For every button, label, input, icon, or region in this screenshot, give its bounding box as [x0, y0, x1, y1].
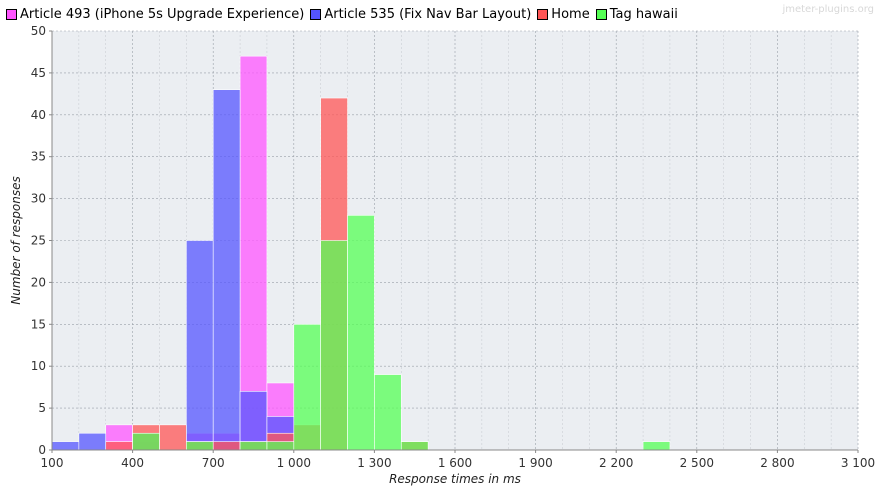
legend-swatch	[595, 8, 607, 20]
histogram-bar	[78, 432, 107, 451]
watermark: jmeter-plugins.org	[782, 4, 874, 15]
y-tick-label: 20	[31, 275, 46, 289]
histogram-bar	[293, 323, 321, 451]
x-tick-label: 2 200	[599, 456, 633, 470]
legend-label: Tag hawaii	[609, 6, 678, 22]
y-tick-label: 50	[31, 24, 46, 38]
y-axis-title: Number of responses	[9, 176, 23, 304]
legend-label: Home	[551, 6, 590, 22]
histogram-bar	[239, 391, 268, 451]
y-tick-label: 5	[38, 401, 46, 415]
legend-swatch	[310, 8, 322, 20]
legend-swatch	[6, 8, 17, 20]
y-tick-label: 0	[38, 443, 46, 457]
legend-swatch	[537, 8, 549, 20]
x-tick-label: 400	[121, 456, 144, 470]
x-tick-label: 3 100	[841, 456, 875, 470]
legend-item: Article 493 (iPhone 5s Upgrade Experienc…	[6, 7, 304, 22]
x-tick-label: 100	[41, 456, 64, 470]
y-tick-label: 15	[31, 317, 46, 331]
y-tick-label: 30	[31, 192, 46, 206]
legend-item: Article 535 (Fix Nav Bar Layout)	[310, 7, 531, 22]
histogram-bar	[347, 215, 375, 451]
chart-legend: Article 493 (iPhone 5s Upgrade Experienc…	[6, 4, 684, 24]
x-tick-label: 1 000	[277, 456, 311, 470]
histogram-bar	[212, 89, 241, 451]
x-axis-title: Response times in ms	[389, 472, 521, 486]
y-tick-label: 35	[31, 150, 46, 164]
x-tick-label: 1 600	[438, 456, 472, 470]
histogram-bar	[212, 441, 241, 451]
legend-item: Tag hawaii	[595, 6, 678, 22]
histogram-bar	[374, 374, 402, 451]
y-tick-label: 45	[31, 66, 46, 80]
histogram-bar	[239, 441, 268, 451]
histogram-bar	[642, 441, 671, 451]
y-tick-label: 40	[31, 108, 46, 122]
x-tick-label: 2 800	[760, 456, 794, 470]
legend-label: Article 493 (iPhone 5s Upgrade Experienc…	[20, 6, 305, 22]
histogram-bar	[186, 441, 214, 451]
x-tick-label: 1 300	[357, 456, 391, 470]
y-tick-label: 10	[31, 359, 46, 373]
x-tick-label: 700	[202, 456, 225, 470]
histogram-bar	[186, 240, 214, 451]
histogram-bar	[132, 432, 160, 451]
histogram-bar	[105, 441, 133, 451]
histogram-bar	[400, 441, 429, 451]
histogram-bar	[266, 441, 295, 451]
histogram-bar	[320, 240, 348, 451]
x-tick-label: 2 500	[680, 456, 714, 470]
histogram-bar	[239, 55, 268, 451]
legend-label: Article 535 (Fix Nav Bar Layout)	[324, 6, 532, 22]
histogram-bar	[51, 441, 80, 451]
legend-item: Home	[537, 6, 590, 22]
x-tick-label: 1 900	[518, 456, 552, 470]
y-tick-label: 25	[31, 234, 46, 248]
histogram-bar	[159, 424, 187, 451]
